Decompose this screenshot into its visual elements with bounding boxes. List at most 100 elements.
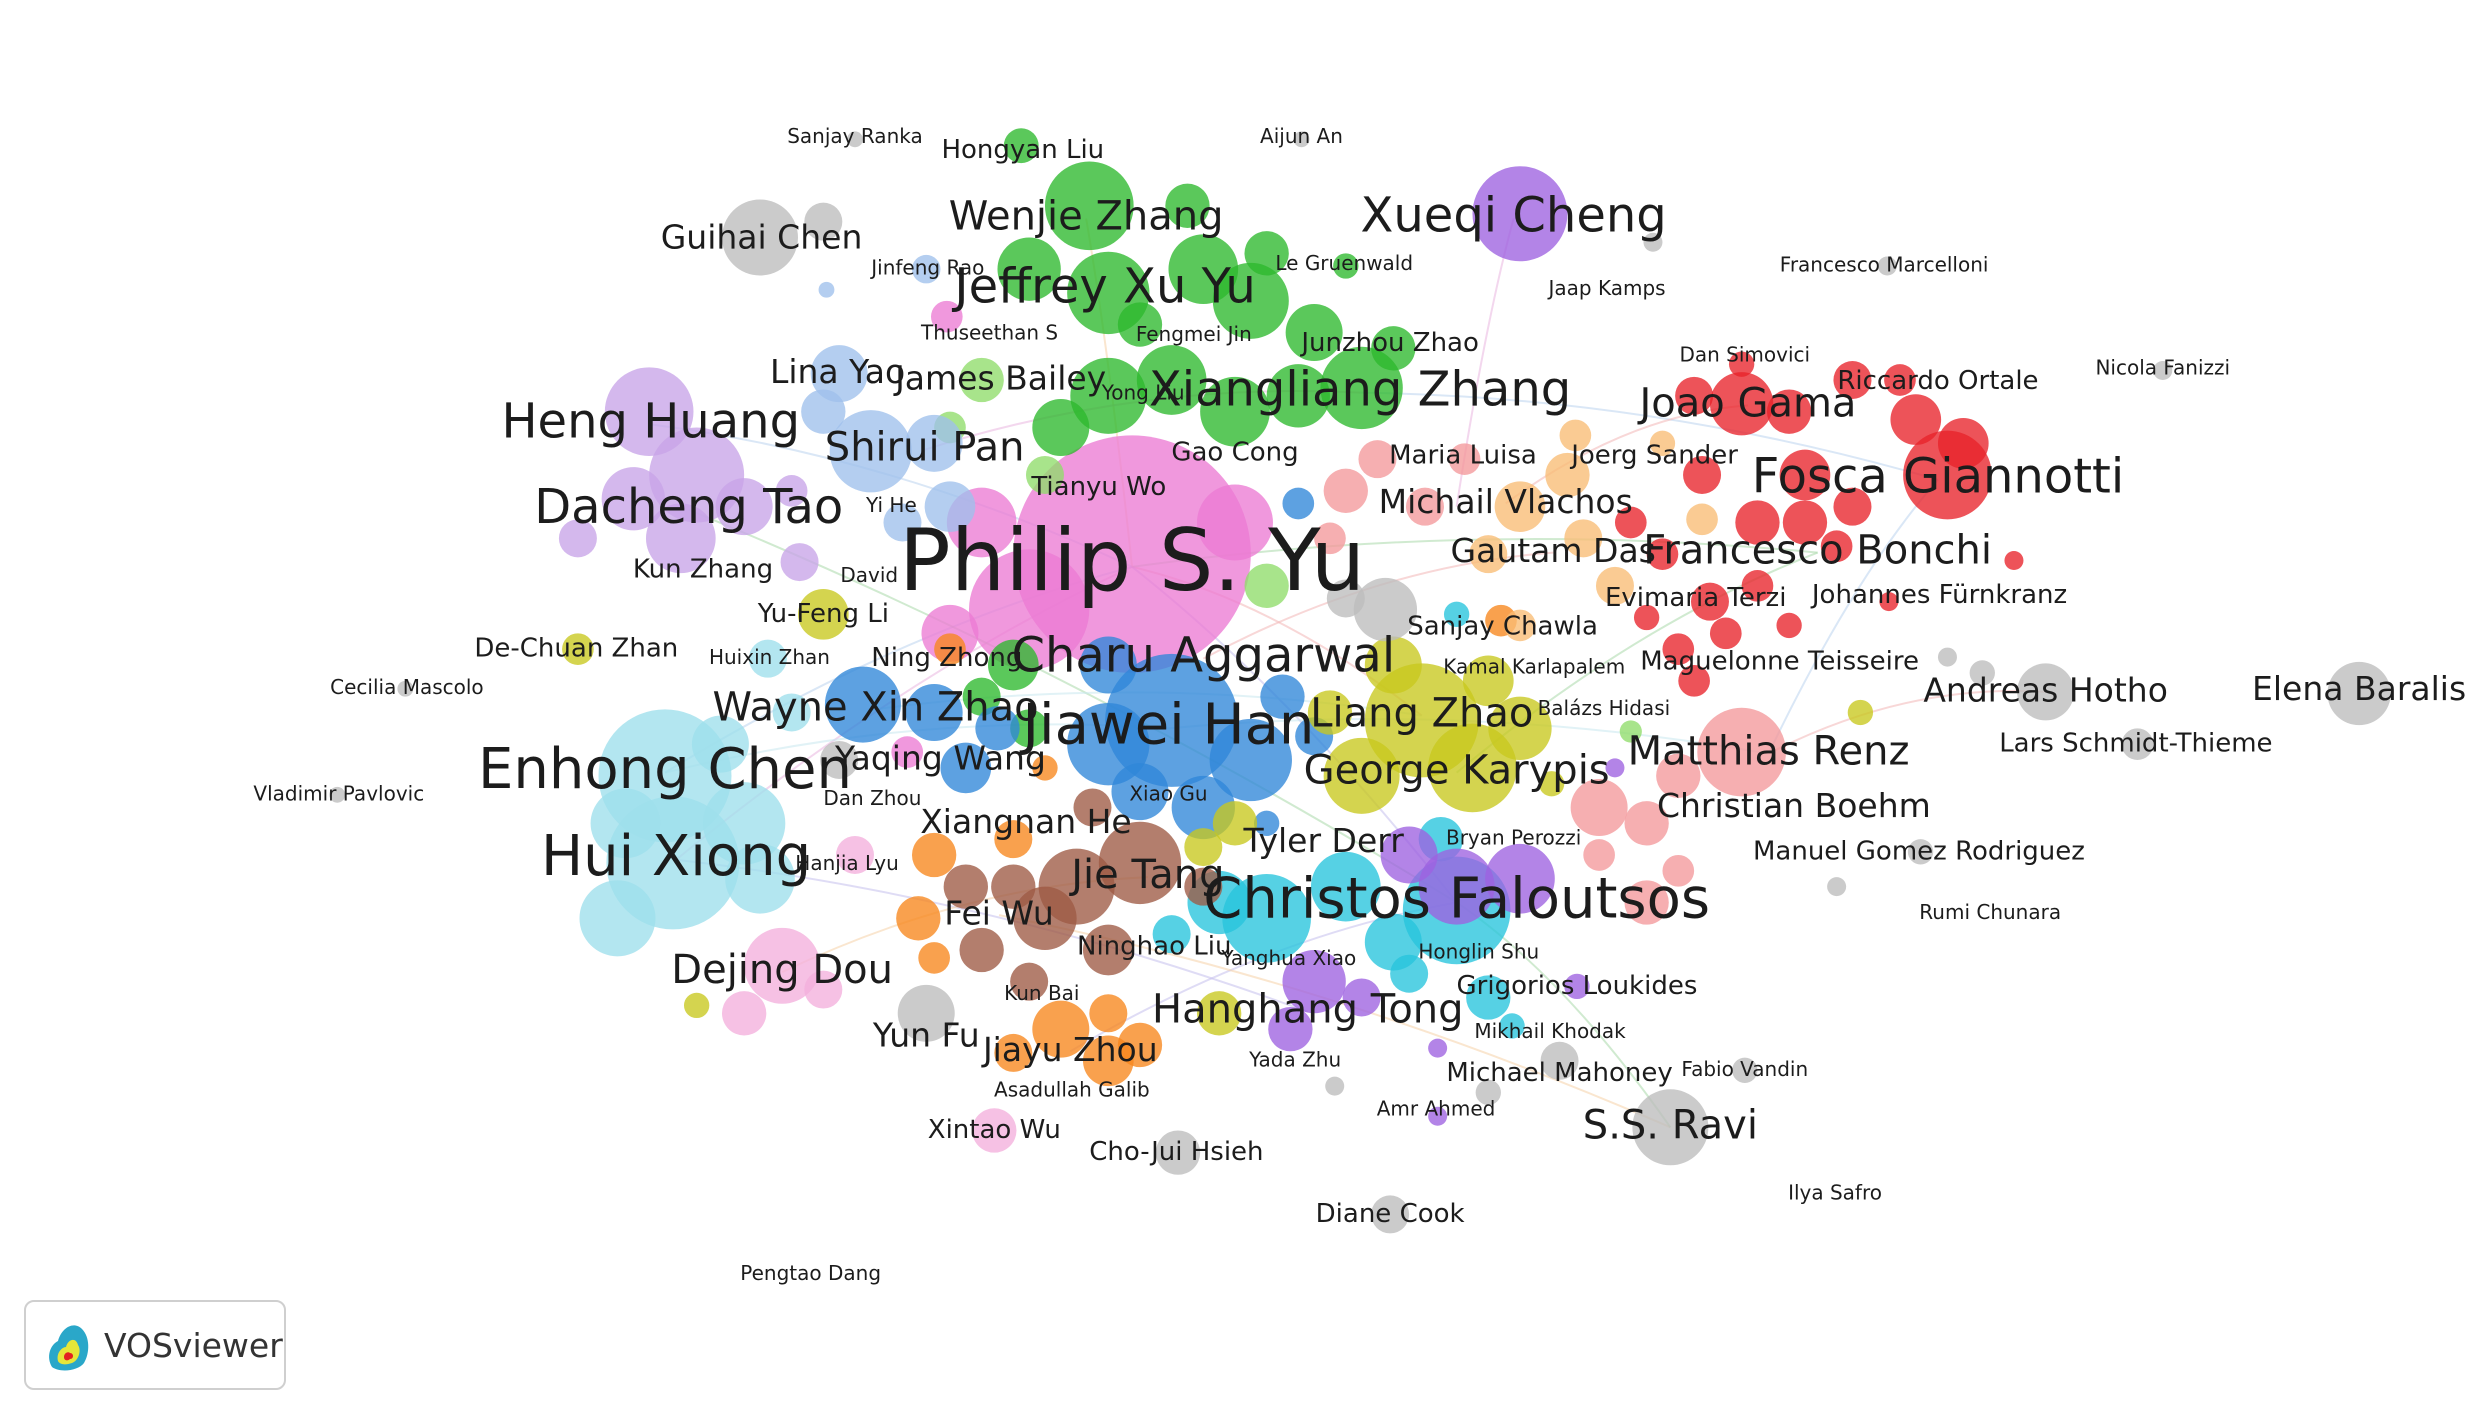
author-node[interactable]	[1200, 376, 1270, 447]
author-label[interactable]: Yi He	[865, 493, 917, 517]
author-label[interactable]: Liang Zhao	[1310, 691, 1533, 737]
author-label[interactable]: Gautam Das	[1451, 531, 1656, 570]
author-node[interactable]	[1683, 455, 1722, 494]
author-node[interactable]	[1253, 810, 1280, 836]
author-node[interactable]	[683, 992, 710, 1019]
author-node[interactable]	[1314, 522, 1346, 555]
author-label[interactable]: Jiawei Han	[1020, 692, 1315, 757]
author-node[interactable]	[1690, 582, 1729, 621]
author-node[interactable]	[1624, 801, 1669, 846]
author-label[interactable]: Yun Fu	[872, 1016, 980, 1055]
author-label[interactable]: Shirui Pan	[825, 425, 1025, 471]
author-node[interactable]	[748, 639, 787, 678]
author-node[interactable]	[1614, 506, 1647, 539]
author-node[interactable]	[1003, 128, 1039, 164]
author-label[interactable]: Christos Faloutsos	[1203, 867, 1710, 932]
author-label[interactable]: Gao Cong	[1171, 437, 1298, 467]
author-node[interactable]	[1165, 183, 1210, 228]
author-node[interactable]	[1117, 1022, 1163, 1068]
author-node[interactable]	[1032, 755, 1058, 781]
author-node[interactable]	[1326, 579, 1365, 618]
author-node[interactable]	[1564, 519, 1603, 558]
author-label[interactable]: Thuseethan S	[920, 321, 1058, 345]
author-label[interactable]: Francesco Bonchi	[1643, 528, 1992, 574]
author-node[interactable]	[1877, 256, 1897, 276]
author-node[interactable]	[1282, 487, 1315, 520]
author-node[interactable]	[1656, 753, 1701, 798]
author-node[interactable]	[1428, 1106, 1448, 1126]
author-label[interactable]: Mikhail Khodak	[1474, 1019, 1626, 1043]
author-node[interactable]	[1766, 389, 1812, 434]
author-label[interactable]: Amr Ahmed	[1377, 1096, 1496, 1120]
author-label[interactable]: Manuel Gomez Rodriguez	[1753, 836, 2085, 866]
author-label[interactable]: Evimaria Terzi	[1605, 583, 1786, 613]
author-node[interactable]	[818, 281, 835, 298]
author-node[interactable]	[1244, 231, 1289, 276]
author-node[interactable]	[924, 481, 976, 532]
author-node[interactable]	[1485, 843, 1555, 914]
author-node[interactable]	[1732, 1057, 1758, 1083]
author-node[interactable]	[1111, 763, 1169, 821]
author-node[interactable]	[1196, 484, 1273, 561]
author-label[interactable]: Jie Tang	[1068, 852, 1224, 898]
author-node[interactable]	[1469, 535, 1508, 574]
author-node[interactable]	[820, 740, 859, 779]
author-node[interactable]	[1025, 455, 1064, 494]
author-node[interactable]	[804, 970, 843, 1009]
author-node[interactable]	[1545, 452, 1590, 498]
author-label[interactable]: Jeffrey Xu Yu	[951, 259, 1255, 315]
author-node[interactable]	[1686, 503, 1718, 536]
author-node[interactable]	[1879, 592, 1899, 612]
author-node[interactable]	[896, 896, 941, 941]
author-node[interactable]	[1709, 372, 1774, 436]
author-node[interactable]	[1969, 660, 1995, 686]
author-node[interactable]	[1847, 699, 1874, 726]
author-label[interactable]: Hanghang Tong	[1152, 987, 1464, 1033]
author-node[interactable]	[940, 742, 992, 794]
author-label[interactable]: Dejing Dou	[671, 947, 893, 993]
author-node[interactable]	[883, 503, 922, 542]
author-node[interactable]	[905, 414, 963, 472]
author-label[interactable]: Fosca Giannotti	[1752, 449, 2124, 505]
author-node[interactable]	[891, 736, 924, 768]
author-label[interactable]: Fengmei Jin	[1136, 322, 1252, 346]
author-node[interactable]	[1307, 690, 1353, 735]
author-label[interactable]: Maria Luisa	[1389, 440, 1537, 470]
author-label[interactable]: Lars Schmidt-Thieme	[1999, 729, 2272, 759]
author-label[interactable]: Pengtao Dang	[740, 1261, 881, 1285]
author-node[interactable]	[725, 843, 795, 914]
author-label[interactable]: Xintao Wu	[928, 1115, 1061, 1145]
author-node[interactable]	[2121, 728, 2154, 760]
author-label[interactable]: Guihai Chen	[661, 218, 863, 257]
author-node[interactable]	[1371, 326, 1416, 371]
author-label[interactable]: Fei Wu	[944, 894, 1054, 933]
author-label[interactable]: David	[840, 563, 898, 587]
author-node[interactable]	[1184, 867, 1223, 906]
author-node[interactable]	[962, 677, 1001, 716]
author-label[interactable]: Joerg Sander	[1569, 440, 1738, 470]
author-node[interactable]	[1583, 839, 1615, 871]
author-label[interactable]: James Bailey	[893, 358, 1106, 397]
author-node[interactable]	[645, 503, 716, 574]
author-node[interactable]	[1494, 481, 1546, 532]
author-node[interactable]	[1472, 166, 1568, 262]
author-label[interactable]: Wayne Xin Zhao	[712, 684, 1038, 730]
author-label[interactable]: Johannes Fürnkranz	[1810, 580, 2067, 610]
author-node[interactable]	[1353, 577, 1418, 642]
author-node[interactable]	[1462, 655, 1514, 707]
author-node[interactable]	[1538, 771, 1565, 797]
author-label[interactable]: Xiangliang Zhang	[1149, 362, 1571, 418]
author-node[interactable]	[1937, 417, 1989, 469]
author-node[interactable]	[1371, 1195, 1410, 1234]
author-node[interactable]	[847, 131, 863, 148]
author-node[interactable]	[1293, 131, 1310, 148]
author-node[interactable]	[1184, 828, 1223, 867]
author-node[interactable]	[1268, 1006, 1313, 1052]
author-label[interactable]: Yada Zhu	[1248, 1047, 1341, 1071]
author-node[interactable]	[1032, 1000, 1090, 1058]
author-node[interactable]	[1662, 633, 1695, 665]
author-node[interactable]	[601, 467, 665, 531]
author-node[interactable]	[1260, 674, 1305, 719]
author-node[interactable]	[1504, 609, 1536, 642]
author-node[interactable]	[997, 237, 1061, 301]
